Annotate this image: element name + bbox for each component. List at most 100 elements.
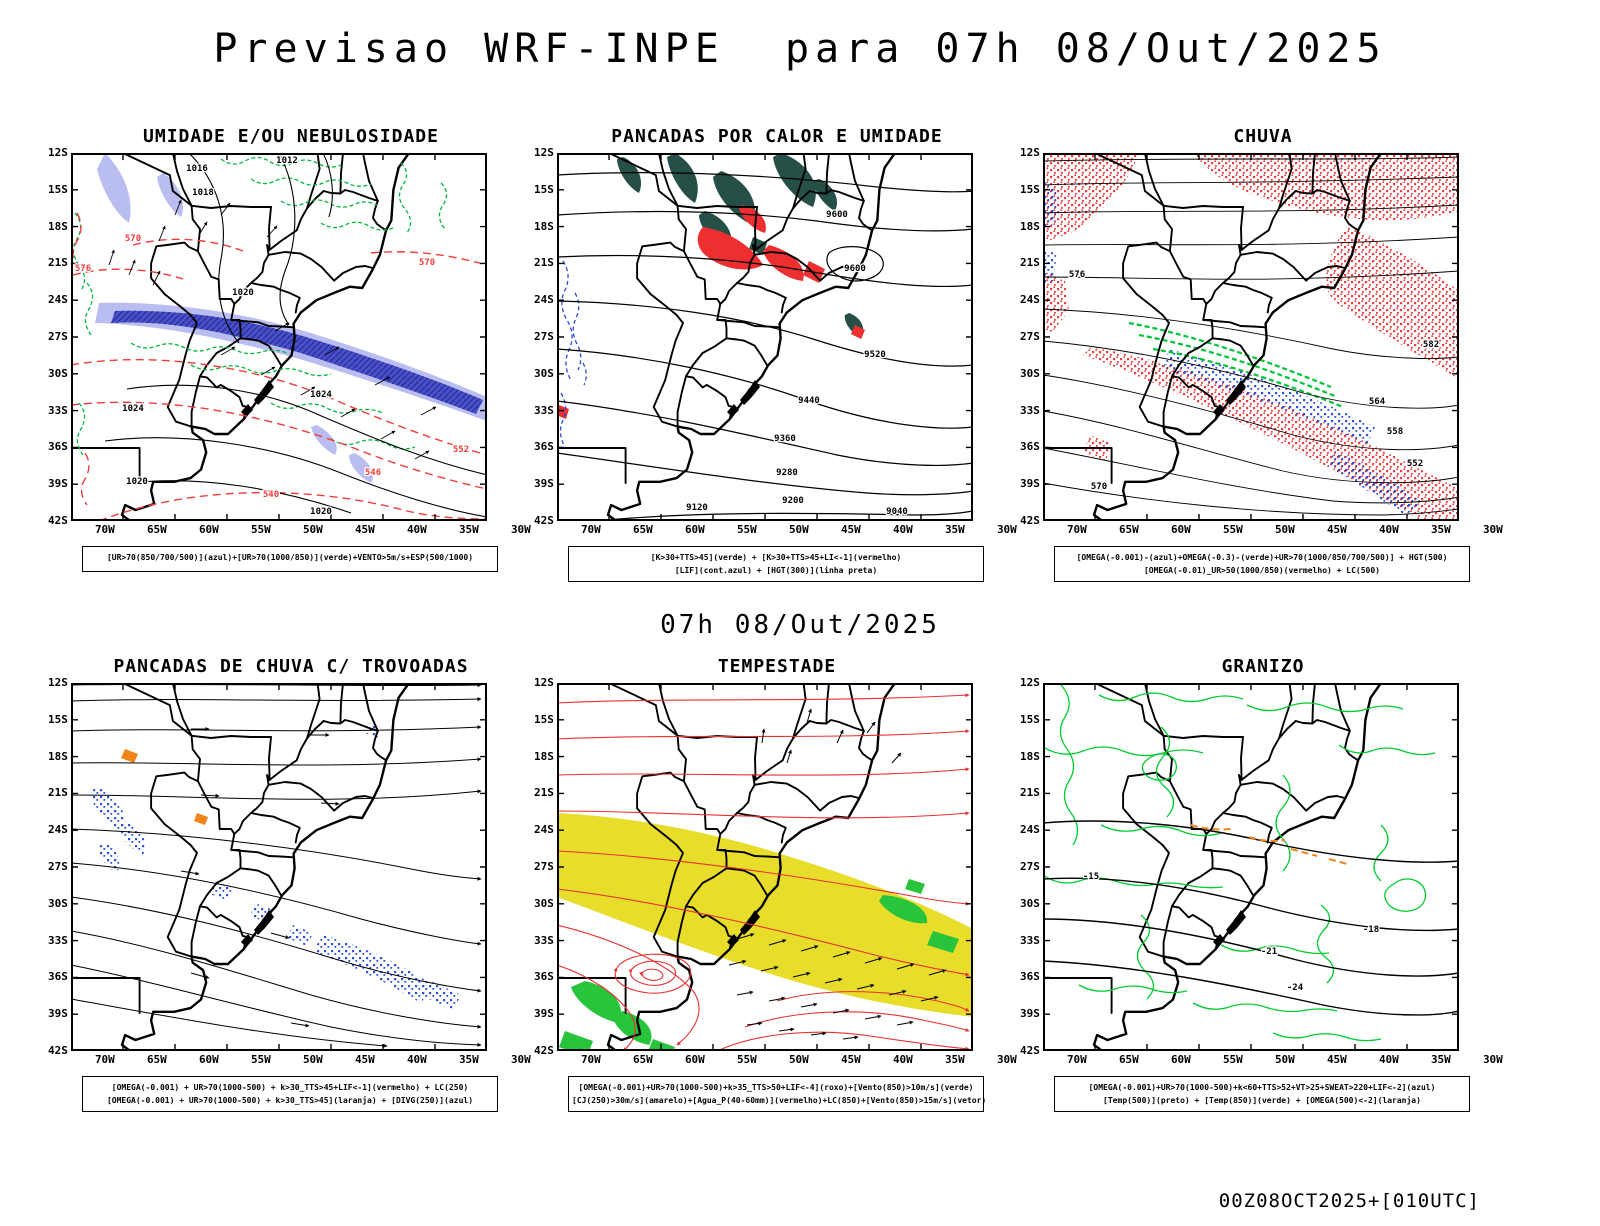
lon-axis: 70W 65W 60W 55W 50W 45W 40W 35W 30W xyxy=(1062,1053,1508,1066)
lon-tick-label: 60W xyxy=(198,523,219,536)
omega500-orange-contours xyxy=(1190,824,1348,865)
caption-line: [OMEGA(-0.001)+UR>70(1000-500)+k>35_TTS>… xyxy=(578,1083,974,1092)
streamline-mid-arrows xyxy=(180,727,340,1028)
lon-tick-label: 30W xyxy=(996,523,1017,536)
lat-tick-label: 12S xyxy=(534,146,554,159)
lon-tick-label: 45W xyxy=(354,523,375,536)
contour-labels: 1016 1012 1018 1020 1024 1024 1020 1020 570 570 57… xyxy=(73,155,470,519)
caption-line: [OMEGA(-0.001)-(azul)+OMEGA(-0.3)-(verde… xyxy=(1076,553,1448,562)
map-frame xyxy=(70,153,487,521)
contour-label: 1018 xyxy=(192,188,214,198)
map-granizo: -15 -18 -21 -24 xyxy=(1042,683,1459,1051)
hgt500-contours xyxy=(1042,156,1459,516)
contour-label: 9600 xyxy=(826,210,848,220)
lat-tick-label: 21S xyxy=(534,256,554,270)
lat-tick-label: 24S xyxy=(534,293,554,307)
lon-tick-label: 55W xyxy=(736,1053,757,1066)
lat-tick-label: 42S xyxy=(1020,1043,1040,1057)
panel-title-tempestade: TEMPESTADE xyxy=(717,656,837,677)
lon-tick-label: 45W xyxy=(354,1053,375,1066)
panel-trovoadas: PANCADAS DE CHUVA C/ TROVOADAS 12S 15S 18S… xyxy=(48,656,531,1112)
lat-tick-label: 27S xyxy=(1020,859,1040,873)
panel-chuva: CHUVA 12S 15S 18S 21S 24S 27S 30S 33S 36S 39S 42S xyxy=(1020,126,1503,582)
lat-tick-label: 39S xyxy=(48,1007,68,1021)
rain-stipple-areas xyxy=(1042,153,1459,521)
map-frame xyxy=(1042,683,1459,1051)
lon-tick-label: 50W xyxy=(302,1053,323,1066)
panel-title-umidade: UMIDADE E/OU NEBULOSIDADE xyxy=(143,126,439,147)
contour-label: 564 xyxy=(1369,397,1386,407)
lat-tick-label: 21S xyxy=(48,786,68,800)
lat-tick-label: 24S xyxy=(48,823,68,837)
lif-contours-blue xyxy=(559,260,587,448)
lon-tick-label: 60W xyxy=(1170,523,1191,536)
lon-tick-label: 55W xyxy=(1222,1053,1243,1066)
lat-tick-label: 33S xyxy=(48,933,68,947)
lat-tick-label: 33S xyxy=(48,403,68,417)
map-umidade: 1016 1012 1018 1020 1024 1024 1020 1020 570 570 57… xyxy=(70,153,487,521)
temp500-black-contours xyxy=(1042,820,1459,1016)
lon-tick-label: 45W xyxy=(1326,1053,1347,1066)
caption-line: [OMEGA(-0.01)_UR>50(1000/850)(vermelho) … xyxy=(1143,566,1380,575)
map-frame xyxy=(556,153,973,521)
lon-tick-label: 35W xyxy=(1430,1053,1451,1066)
contour-label: 9120 xyxy=(686,503,708,513)
lat-tick-label: 21S xyxy=(534,786,554,800)
lat-tick-label: 42S xyxy=(534,513,554,527)
streamlines-250 xyxy=(70,683,482,1048)
contour-label: 1020 xyxy=(232,288,254,298)
lon-tick-label: 45W xyxy=(840,523,861,536)
lon-tick-label: 70W xyxy=(1066,1053,1087,1066)
lat-tick-label: 42S xyxy=(1020,513,1040,527)
lon-axis: 70W 65W 60W 55W 50W 45W 40W 35W 30W xyxy=(576,523,1022,536)
panel-title-trovoadas: PANCADAS DE CHUVA C/ TROVOADAS xyxy=(113,656,469,677)
contour-label: -24 xyxy=(1287,983,1304,993)
hgt300-contours xyxy=(556,172,973,521)
lat-tick-label: 15S xyxy=(534,712,554,726)
wind-arrows xyxy=(108,199,437,460)
lat-tick-label: 24S xyxy=(1020,293,1040,307)
lon-tick-label: 55W xyxy=(250,523,271,536)
caption-box-chuva: [OMEGA(-0.001)-(azul)+OMEGA(-0.3)-(verde… xyxy=(1054,546,1470,582)
row-bottom: PANCADAS DE CHUVA C/ TROVOADAS 12S 15S 18S… xyxy=(0,656,1600,1112)
caption-box-umidade: [UR>70(850/700/500)](azul)+[UR>70(1000/8… xyxy=(82,546,498,572)
lat-tick-label: 15S xyxy=(1020,182,1040,196)
lon-tick-label: 40W xyxy=(1378,523,1399,536)
contour-label: 540 xyxy=(263,490,279,500)
lon-tick-label: 55W xyxy=(736,523,757,536)
caption-box-trovoadas: [OMEGA(-0.001) + UR>70(1000-500) + k>30_… xyxy=(82,1076,498,1112)
contour-label: 1020 xyxy=(310,507,332,517)
lat-tick-label: 30S xyxy=(534,366,554,380)
lat-tick-label: 42S xyxy=(48,513,68,527)
lon-tick-label: 65W xyxy=(632,1053,653,1066)
map-frame xyxy=(70,683,487,1051)
lat-tick-label: 42S xyxy=(534,1043,554,1057)
caption-box-pancadas-calor: [K>30+TTS>45](verde) + [K>30+TTS>45+LI<-… xyxy=(568,546,984,582)
lon-tick-label: 40W xyxy=(892,1053,913,1066)
lat-tick-label: 18S xyxy=(534,749,554,763)
lat-tick-label: 15S xyxy=(534,182,554,196)
panel-granizo: GRANIZO 12S 15S 18S 21S 24S 27S 30S 33S 36S 39S 42… xyxy=(1020,656,1503,1112)
panel-pancadas-calor: PANCADAS POR CALOR E UMIDADE 12S 15S 18S 21… xyxy=(534,126,1017,582)
lon-tick-label: 60W xyxy=(198,1053,219,1066)
lon-tick-label: 50W xyxy=(1274,523,1295,536)
lat-tick-label: 12S xyxy=(1020,146,1040,159)
contour-label: 1012 xyxy=(276,156,298,166)
lat-tick-label: 42S xyxy=(48,1043,68,1057)
thickness-contours-red xyxy=(70,212,487,521)
basemap xyxy=(556,153,897,521)
lon-tick-label: 35W xyxy=(1430,523,1451,536)
lat-axis: 12S 15S 18S 21S 24S 27S 30S 33S 36S 39S 42S xyxy=(534,147,557,527)
lon-tick-label: 40W xyxy=(406,523,427,536)
lat-tick-label: 27S xyxy=(534,859,554,873)
lat-tick-label: 18S xyxy=(1020,749,1040,763)
contour-labels: 9600 9600 9520 9440 9360 9280 9200 9120 9040 xyxy=(685,209,909,519)
contour-label: 9520 xyxy=(864,350,886,360)
lon-tick-label: 70W xyxy=(94,523,115,536)
lat-tick-label: 18S xyxy=(48,219,68,233)
lon-tick-label: 60W xyxy=(684,1053,705,1066)
map-pancadas-calor: 9600 9600 9520 9440 9360 9280 9200 9120 9040 xyxy=(556,153,973,521)
lon-tick-label: 30W xyxy=(510,1053,531,1066)
caption-line: [CJ(250)>30m/s](amarelo)+[Agua_P(40-60mm… xyxy=(572,1096,987,1105)
panel-title-pancadas-calor: PANCADAS POR CALOR E UMIDADE xyxy=(611,126,943,147)
